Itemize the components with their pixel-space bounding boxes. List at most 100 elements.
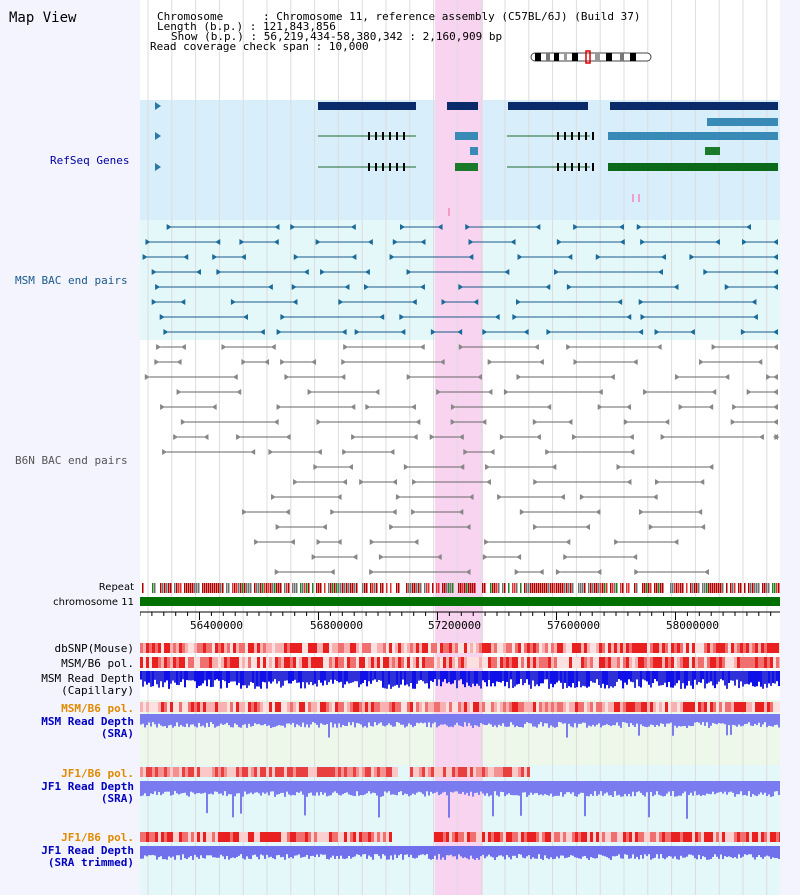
repeat-mark — [226, 583, 228, 593]
msm-depth-sra-bar — [386, 714, 388, 726]
msm-depth-sra-bar — [610, 714, 612, 727]
repeat-mark — [238, 583, 240, 593]
msm-b6-pol-sra-mark — [749, 702, 752, 712]
msm-b6-pol-sra-mark — [653, 702, 656, 712]
msm-b6-pol-mark — [407, 657, 410, 668]
msm-depth-capillary-bar — [536, 671, 538, 685]
msm-depth-sra-bar — [486, 714, 488, 726]
jf1-depth-trimmed-bar — [624, 846, 626, 855]
msm-depth-sra-bar — [542, 714, 544, 727]
jf1-b6-pol2-mark — [350, 832, 353, 842]
msm-depth-sra-bar — [150, 714, 152, 727]
jf1-depth-sra-bar — [694, 781, 696, 792]
msm-b6-pol-mark — [260, 657, 263, 668]
jf1-depth-trimmed-bar — [666, 846, 668, 858]
repeat-mark — [484, 583, 486, 593]
jf1-b6-pol-mark — [425, 767, 428, 777]
msm-depth-sra-bar — [464, 714, 466, 723]
jf1-depth-sra-bar — [280, 781, 282, 793]
msm-b6-pol-mark — [185, 657, 188, 668]
dbsnp-mark — [599, 643, 602, 653]
msm-depth-sra-bar — [722, 714, 724, 724]
msm-depth-sra-bar — [700, 714, 702, 725]
msm-depth-sra-bar — [266, 714, 268, 726]
refseq-gene-block — [455, 163, 478, 171]
b6n-bac-end — [773, 389, 778, 395]
jf1-depth-trimmed-bar — [258, 846, 260, 860]
jf1-depth-trimmed-bar — [396, 846, 398, 859]
msm-bac-end — [617, 299, 623, 305]
msm-b6-pol-sra-mark — [440, 702, 443, 712]
jf1-depth-trimmed-bar — [224, 846, 226, 860]
jf1-depth-trimmed-bar — [252, 846, 254, 856]
jf1-depth-trimmed-bar — [550, 846, 552, 858]
msm-depth-capillary-bar — [724, 671, 726, 686]
repeat-mark — [270, 583, 272, 593]
msm-b6-pol-sra-mark — [377, 702, 380, 712]
b6n-bac-end — [487, 359, 493, 365]
jf1-depth-trimmed-bar — [318, 846, 320, 857]
jf1-b6-pol-mark — [179, 767, 182, 777]
repeat-mark — [344, 583, 346, 593]
repeat-mark — [318, 583, 320, 593]
refseq-exon — [368, 163, 370, 171]
b6n-bac-end — [533, 524, 539, 530]
repeat-mark — [438, 583, 440, 593]
msm-depth-capillary-bar — [658, 671, 660, 686]
msm-bac-end — [180, 299, 186, 305]
msm-depth-sra-bar — [226, 714, 228, 723]
jf1-depth-trimmed-bar — [746, 846, 748, 856]
jf1-depth-sra-bar — [324, 781, 326, 793]
jf1-depth-trimmed-bar — [572, 846, 574, 856]
msm-bac-end — [315, 239, 321, 245]
jf1-depth-sra-bar — [416, 781, 418, 793]
jf1-b6-pol-mark — [437, 767, 440, 777]
jf1-b6-pol-mark — [146, 767, 149, 777]
msm-b6-pol-sra-mark — [665, 702, 668, 712]
msm-b6-pol-mark — [695, 657, 698, 668]
msm-b6-pol-mark — [653, 657, 656, 668]
msm-depth-capillary-bar — [772, 671, 774, 684]
jf1-b6-pol2-mark — [260, 832, 263, 842]
b6n-bac-end — [264, 359, 270, 365]
jf1-b6-pol-mark — [383, 767, 386, 777]
jf1-depth-trimmed-bar — [400, 846, 402, 855]
jf1-depth-trimmed-bar — [724, 846, 726, 857]
msm-depth-capillary-bar — [356, 671, 358, 682]
jf1-depth-sra-bar — [722, 781, 724, 794]
jf1-b6-pol2-mark — [572, 832, 575, 842]
repeat-mark — [164, 583, 166, 593]
msm-depth-sra-bar — [500, 714, 502, 726]
dbsnp-mark — [329, 643, 332, 653]
dbsnp-mark — [320, 643, 323, 653]
jf1-b6-pol2-mark — [218, 832, 221, 842]
b6n-bac-end — [395, 494, 401, 500]
jf1-b6-pol-mark — [479, 767, 482, 777]
jf1-depth-sra-bar — [682, 781, 684, 794]
msm-b6-pol-mark — [611, 657, 614, 668]
msm-b6-pol-sra-mark — [269, 702, 272, 712]
repeat-mark — [726, 583, 728, 593]
dbsnp-mark — [503, 643, 506, 653]
msm-b6-pol-sra-mark — [302, 702, 305, 712]
msm-depth-sra-bar — [458, 714, 460, 726]
msm-depth-capillary-bar — [522, 671, 524, 686]
jf1-depth-trimmed-bar — [584, 846, 586, 857]
jf1-b6-pol-mark — [449, 767, 452, 777]
jf1-b6-pol2-mark — [545, 832, 548, 842]
msm-b6-pol-sra-mark — [578, 702, 581, 712]
msm-depth-capillary-bar — [438, 671, 440, 680]
repeat-mark — [426, 583, 428, 593]
genome-tracks-canvas[interactable] — [140, 0, 780, 895]
b6n-bac-end — [632, 554, 638, 560]
jf1-depth-sra-bar — [316, 781, 318, 793]
msm-b6-pol-sra-mark — [572, 702, 575, 712]
msm-depth-capillary-bar — [732, 671, 734, 681]
jf1-depth-sra-bar — [730, 781, 732, 792]
msm-depth-capillary-bar — [670, 671, 672, 688]
jf1-b6-pol2-mark — [599, 832, 602, 842]
msm-b6-pol-mark — [617, 657, 620, 668]
msm-b6-pol-mark — [572, 657, 575, 668]
msm-b6-pol-sra-mark — [344, 702, 347, 712]
msm-b6-pol-mark — [545, 657, 548, 668]
